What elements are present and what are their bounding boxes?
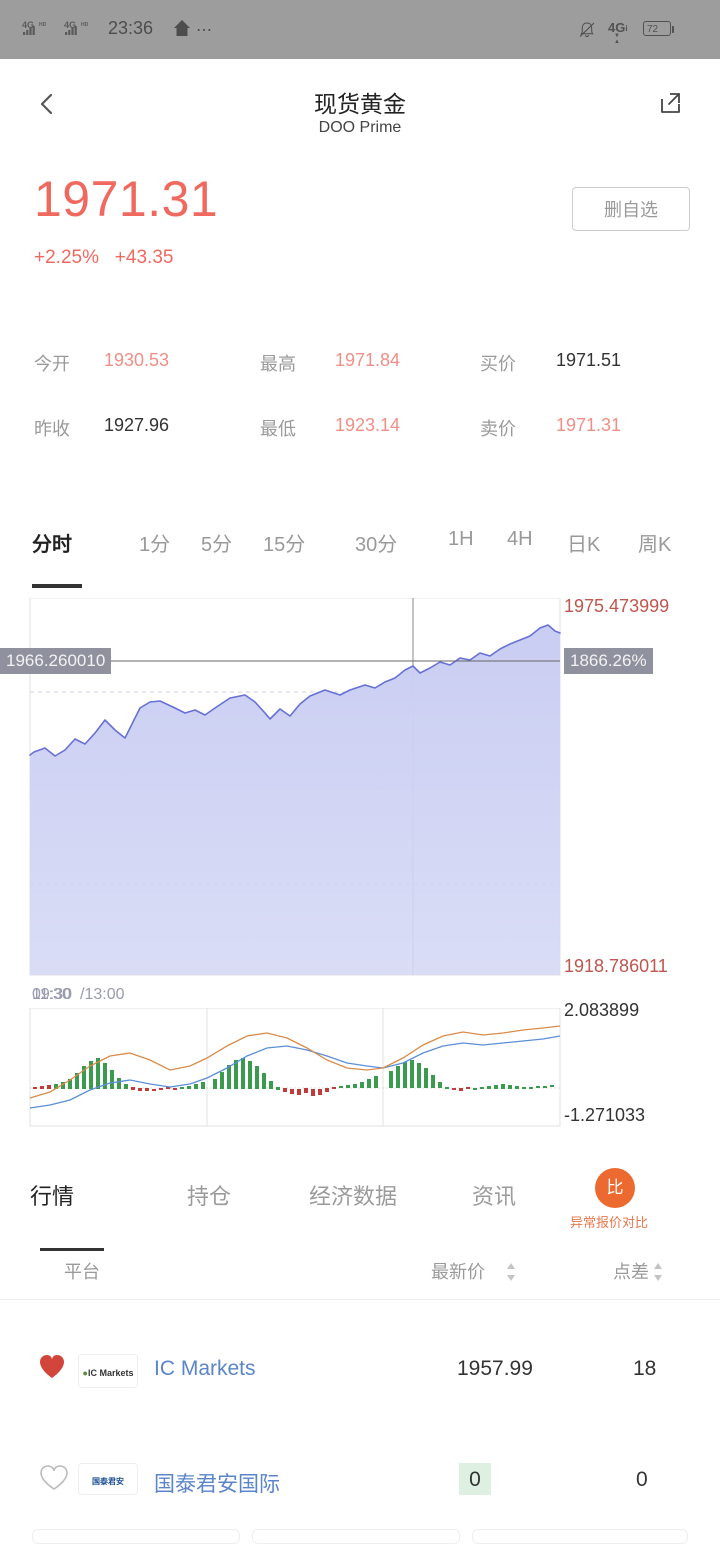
svg-text:HD: HD: [39, 22, 47, 28]
svg-text:4G: 4G: [64, 21, 76, 30]
svg-text:4G: 4G: [22, 21, 34, 30]
svg-text:HD: HD: [81, 22, 89, 28]
